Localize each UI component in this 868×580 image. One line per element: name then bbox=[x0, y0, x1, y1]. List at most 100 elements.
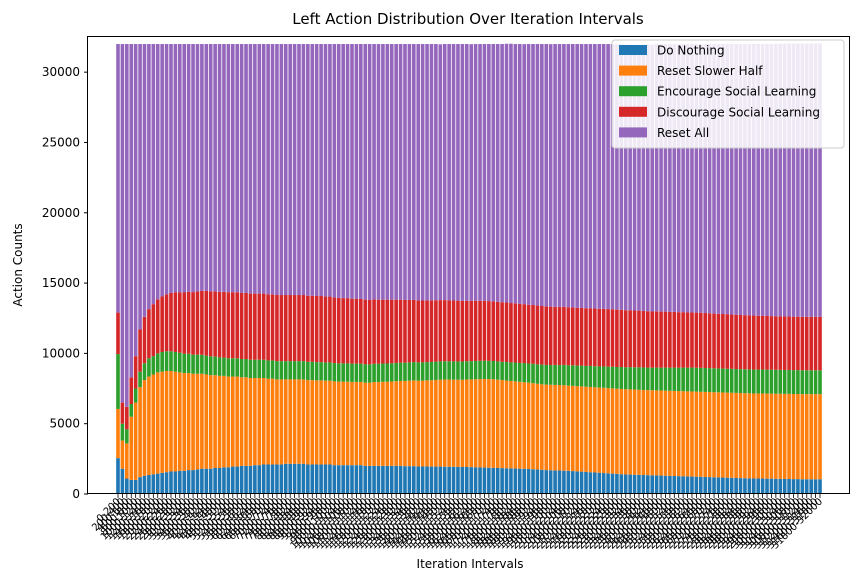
bar-segment-discourage-social-learning bbox=[363, 299, 368, 365]
bar-segment-reset-all bbox=[160, 44, 164, 297]
bar-segment-encourage-social-learning bbox=[275, 361, 279, 380]
bar-segment-reset-all bbox=[632, 44, 637, 311]
bar-segment-reset-slower-half bbox=[721, 392, 725, 478]
bar-segment-do-nothing bbox=[447, 466, 451, 494]
bar-segment-do-nothing bbox=[570, 471, 575, 494]
bar-segment-do-nothing bbox=[438, 466, 443, 494]
bar-segment-discourage-social-learning bbox=[698, 312, 703, 368]
bar-segment-encourage-social-learning bbox=[646, 367, 650, 391]
bar-segment-reset-all bbox=[456, 44, 460, 301]
bar-segment-encourage-social-learning bbox=[743, 369, 747, 394]
bar-segment-reset-all bbox=[381, 44, 385, 300]
bar-segment-discourage-social-learning bbox=[619, 309, 624, 368]
bar-segment-discourage-social-learning bbox=[244, 292, 248, 360]
bar-segment-do-nothing bbox=[738, 478, 743, 494]
bar-segment-encourage-social-learning bbox=[367, 364, 372, 383]
bar-segment-reset-slower-half bbox=[142, 380, 147, 476]
bar-segment-reset-all bbox=[473, 44, 478, 301]
bar-segment-discourage-social-learning bbox=[712, 313, 716, 369]
bar-segment-reset-all bbox=[447, 44, 451, 301]
legend-swatch bbox=[619, 127, 647, 138]
bar-segment-do-nothing bbox=[429, 466, 434, 494]
bar-segment-reset-slower-half bbox=[756, 393, 760, 479]
bar-segment-encourage-social-learning bbox=[464, 361, 469, 380]
bar-segment-reset-all bbox=[253, 44, 257, 294]
bar-segment-reset-slower-half bbox=[615, 388, 619, 474]
bar-segment-do-nothing bbox=[769, 478, 774, 494]
bar-segment-encourage-social-learning bbox=[314, 362, 319, 381]
y-tick-label: 25000 bbox=[42, 135, 80, 149]
bar-segment-reset-all bbox=[535, 44, 540, 306]
bar-segment-reset-all bbox=[796, 43, 800, 317]
bar-segment-discourage-social-learning bbox=[804, 316, 809, 371]
bar-segment-do-nothing bbox=[151, 474, 156, 494]
bar-segment-encourage-social-learning bbox=[487, 360, 491, 380]
bar-segment-do-nothing bbox=[646, 475, 650, 494]
bar-segment-encourage-social-learning bbox=[734, 368, 738, 393]
bar-segment-encourage-social-learning bbox=[288, 361, 292, 380]
bar-segment-encourage-social-learning bbox=[716, 368, 721, 393]
bar-segment-reset-all bbox=[155, 44, 160, 300]
bar-segment-do-nothing bbox=[818, 479, 822, 494]
bar-segment-encourage-social-learning bbox=[548, 365, 553, 385]
bar-segment-reset-all bbox=[672, 44, 677, 312]
bar-segment-encourage-social-learning bbox=[204, 355, 209, 375]
bar-segment-do-nothing bbox=[213, 467, 217, 494]
bar-segment-reset-slower-half bbox=[178, 372, 182, 471]
bar-segment-reset-all bbox=[182, 44, 187, 293]
bar-segment-encourage-social-learning bbox=[800, 370, 805, 395]
legend-box bbox=[611, 39, 845, 149]
bar-segment-do-nothing bbox=[672, 476, 677, 494]
bar-segment-reset-all bbox=[420, 44, 425, 301]
bar-segment-discourage-social-learning bbox=[222, 291, 226, 358]
bar-segment-discourage-social-learning bbox=[469, 300, 474, 362]
bar-segment-reset-slower-half bbox=[540, 384, 544, 470]
bar-segment-reset-all bbox=[372, 44, 376, 300]
bar-segment-encourage-social-learning bbox=[447, 361, 451, 380]
bar-segment-reset-slower-half bbox=[297, 379, 301, 464]
bar-segment-do-nothing bbox=[526, 468, 531, 494]
bar-segment-discourage-social-learning bbox=[566, 307, 571, 366]
bar-segment-discourage-social-learning bbox=[116, 312, 120, 355]
bar-segment-reset-slower-half bbox=[734, 392, 738, 478]
bar-segment-encourage-social-learning bbox=[213, 356, 217, 376]
bar-segment-reset-slower-half bbox=[226, 376, 231, 468]
bar-segment-encourage-social-learning bbox=[500, 361, 504, 381]
bar-segment-reset-all bbox=[813, 43, 818, 317]
bar-segment-encourage-social-learning bbox=[328, 362, 332, 381]
bar-segment-encourage-social-learning bbox=[306, 361, 310, 381]
bar-segment-reset-slower-half bbox=[376, 382, 381, 466]
bar-segment-encourage-social-learning bbox=[676, 367, 681, 392]
bar-segment-encourage-social-learning bbox=[663, 367, 668, 391]
bar-segment-reset-slower-half bbox=[517, 381, 522, 469]
bar-segment-reset-all bbox=[540, 44, 544, 306]
bar-segment-reset-slower-half bbox=[641, 389, 646, 476]
bar-segment-reset-all bbox=[341, 44, 345, 299]
bar-segment-do-nothing bbox=[743, 478, 747, 494]
bar-segment-discourage-social-learning bbox=[791, 316, 796, 371]
bar-segment-reset-slower-half bbox=[173, 371, 178, 472]
bar-segment-reset-all bbox=[398, 44, 403, 300]
bar-segment-discourage-social-learning bbox=[314, 296, 319, 363]
bar-segment-encourage-social-learning bbox=[473, 360, 478, 380]
bar-segment-reset-slower-half bbox=[239, 377, 244, 466]
bar-segment-do-nothing bbox=[186, 470, 191, 494]
bar-segment-encourage-social-learning bbox=[694, 367, 699, 392]
bar-segment-do-nothing bbox=[478, 467, 482, 494]
bar-segment-reset-all bbox=[138, 44, 142, 330]
bar-segment-encourage-social-learning bbox=[283, 361, 288, 380]
bar-segment-do-nothing bbox=[381, 465, 385, 494]
bar-segment-reset-slower-half bbox=[407, 380, 412, 467]
bar-segment-do-nothing bbox=[495, 467, 500, 494]
bar-segment-do-nothing bbox=[328, 464, 332, 494]
plot-frame bbox=[87, 36, 850, 494]
bar-segment-discourage-social-learning bbox=[562, 306, 566, 365]
bar-segment-discourage-social-learning bbox=[239, 292, 244, 360]
bar-segment-do-nothing bbox=[716, 477, 721, 494]
bar-segment-discourage-social-learning bbox=[310, 295, 315, 362]
bar-segment-reset-slower-half bbox=[283, 379, 288, 464]
bar-segment-encourage-social-learning bbox=[703, 368, 708, 392]
bar-segment-reset-slower-half bbox=[672, 390, 677, 476]
bar-segment-do-nothing bbox=[394, 465, 398, 494]
